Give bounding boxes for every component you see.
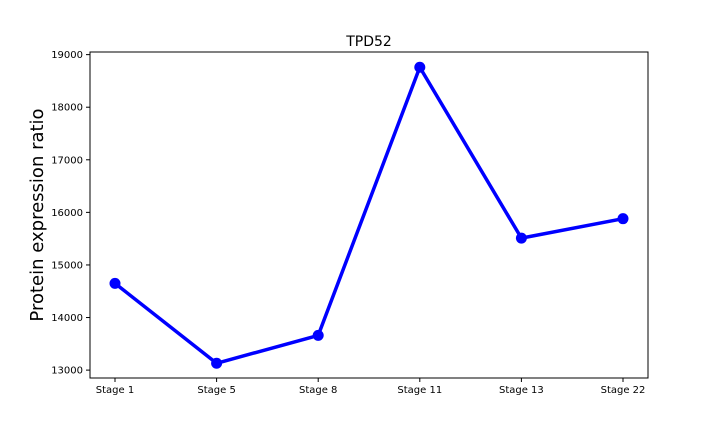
- data-point: [313, 330, 324, 341]
- x-tick-label: Stage 11: [397, 385, 442, 396]
- y-axis: 13000 14000 15000 16000 17000 18000 19000: [51, 50, 90, 376]
- x-tick-label: Stage 22: [601, 385, 646, 396]
- data-point: [110, 278, 121, 289]
- x-tick-label: Stage 5: [197, 385, 235, 396]
- y-tick-label: 14000: [51, 313, 83, 324]
- x-tick-label: Stage 8: [299, 385, 337, 396]
- y-axis-label: Protein expression ratio: [27, 108, 48, 321]
- y-tick-label: 16000: [51, 208, 83, 219]
- data-point: [211, 358, 222, 369]
- x-tick-label: Stage 13: [499, 385, 544, 396]
- y-tick-label: 18000: [51, 103, 83, 114]
- data-point: [414, 62, 425, 73]
- data-point: [516, 233, 527, 244]
- x-axis: Stage 1 Stage 5 Stage 8 Stage 11 Stage 13 Sta…: [96, 378, 646, 396]
- x-tick-label: Stage 1: [96, 385, 134, 396]
- data-point: [618, 213, 629, 224]
- y-tick-label: 15000: [51, 260, 83, 271]
- y-tick-label: 17000: [51, 155, 83, 166]
- chart-title: TPD52: [345, 34, 392, 50]
- y-tick-label: 13000: [51, 366, 83, 377]
- y-tick-label: 19000: [51, 50, 83, 61]
